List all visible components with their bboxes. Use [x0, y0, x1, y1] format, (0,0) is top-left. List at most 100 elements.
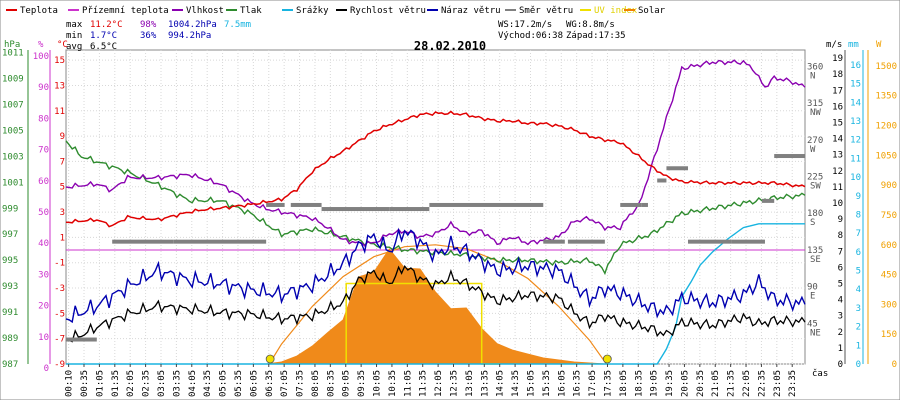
direction-letter: E — [810, 292, 815, 302]
celsius-tick: 9 — [60, 132, 65, 142]
legend-label: Přízemní teplota — [82, 6, 169, 16]
pct-tick: 10 — [38, 333, 49, 343]
time-tick: 18:05 — [619, 370, 629, 397]
stat-min-label: min — [66, 31, 82, 41]
stat-sunrise: Východ:06:38 — [498, 31, 563, 41]
time-tick: 07:35 — [296, 370, 306, 397]
direction-letter: NW — [810, 108, 821, 118]
time-tick: 15:35 — [542, 370, 552, 397]
wind-direction-mark — [290, 202, 322, 207]
pct-tick: 90 — [38, 83, 49, 93]
w-tick: 450 — [881, 271, 897, 281]
legend-label: Vlhkost — [186, 6, 224, 16]
celsius-tick: 1 — [60, 233, 65, 243]
hpa-tick: 1007 — [2, 100, 24, 110]
ms-tick: 11 — [832, 183, 843, 193]
pct-tick: 40 — [38, 239, 49, 249]
time-tick: 13:05 — [465, 370, 475, 397]
time-tick: 00:10 — [65, 370, 75, 397]
pct-tick: 60 — [38, 177, 49, 187]
celsius-tick: 13 — [54, 81, 65, 91]
time-tick: 12:35 — [450, 370, 460, 397]
mm-tick: 6 — [856, 248, 861, 258]
wind-direction-mark — [66, 337, 97, 342]
wind-direction-mark — [687, 239, 732, 244]
ms-tick: 10 — [832, 199, 843, 209]
time-tick: 12:05 — [434, 370, 444, 397]
stat-wg: WG:8.8m/s — [566, 20, 615, 30]
celsius-tick: -3 — [54, 284, 65, 294]
legend-label: Rychlost větru — [350, 6, 426, 16]
stat-sunset: Západ:17:35 — [566, 31, 626, 41]
mm-tick: 8 — [856, 210, 861, 220]
time-tick: 20:05 — [680, 370, 690, 397]
mm-tick: 0 — [856, 360, 861, 370]
ms-tick: 1 — [838, 344, 843, 354]
stat-max-press: 1004.2hPa — [168, 20, 217, 30]
mm-tick: 12 — [850, 136, 861, 146]
mm-tick: 10 — [850, 173, 861, 183]
celsius-tick: 7 — [60, 157, 65, 167]
pct-tick: 30 — [38, 270, 49, 280]
wind-direction-mark — [641, 202, 648, 207]
hpa-tick: 989 — [2, 334, 18, 344]
legend-label: Náraz větru — [441, 6, 501, 16]
wind-direction-mark — [620, 202, 642, 207]
hpa-tick: 1009 — [2, 75, 24, 85]
time-tick: 15:05 — [526, 370, 536, 397]
ms-tick: 13 — [832, 151, 843, 161]
legend: Teplota Přízemní teplota Vlhkost Tlak Srážky… — [6, 6, 666, 16]
pct-tick: 100 — [33, 52, 49, 62]
celsius-axis-label: °C — [57, 40, 68, 50]
time-tick: 01:05 — [95, 370, 105, 397]
time-tick: 18:35 — [634, 370, 644, 397]
stat-avg-label: avg — [66, 42, 82, 52]
w-tick: 150 — [881, 330, 897, 340]
ms-tick: 7 — [838, 247, 843, 257]
time-tick: 13:35 — [480, 370, 490, 397]
time-tick: 17:05 — [588, 370, 598, 397]
celsius-tick: 3 — [60, 208, 65, 218]
hpa-tick: 1011 — [2, 49, 24, 59]
time-tick: 08:05 — [311, 370, 321, 397]
direction-letter: S — [810, 218, 815, 228]
wind-direction-mark — [543, 239, 565, 244]
celsius-tick: 5 — [60, 183, 65, 193]
ms-tick: 18 — [832, 70, 843, 80]
wind-direction-mark — [112, 239, 174, 244]
pct-tick: 20 — [38, 302, 49, 312]
time-tick: 00:35 — [80, 370, 90, 397]
time-tick: 09:35 — [357, 370, 367, 397]
time-tick: 23:05 — [773, 370, 783, 397]
ms-tick: 19 — [832, 54, 843, 64]
mm-tick: 11 — [850, 154, 861, 164]
celsius-tick: 15 — [54, 56, 65, 66]
wind-direction-mark — [567, 239, 605, 244]
mm-tick: 7 — [856, 229, 861, 239]
time-tick: 02:05 — [126, 370, 136, 397]
ms-tick: 17 — [832, 86, 843, 96]
ms-tick: 0 — [838, 360, 843, 370]
celsius-tick: -9 — [54, 360, 65, 370]
w-tick: 750 — [881, 211, 897, 221]
mm-tick: 13 — [850, 117, 861, 127]
wind-speed-line — [65, 264, 806, 343]
hpa-tick: 987 — [2, 360, 18, 370]
w-tick: 1350 — [875, 92, 897, 102]
ms-tick: 3 — [838, 312, 843, 322]
time-tick: 04:35 — [203, 370, 213, 397]
direction-letter: N — [810, 71, 815, 81]
time-tick: 22:35 — [757, 370, 767, 397]
stat-min-press: 994.2hPa — [168, 31, 211, 41]
time-tick: 21:05 — [711, 370, 721, 397]
time-tick: 11:05 — [403, 370, 413, 397]
time-tick: 09:05 — [342, 370, 352, 397]
mm-tick: 16 — [850, 61, 861, 71]
wind-direction-mark — [173, 239, 267, 244]
mm-tick: 5 — [856, 267, 861, 277]
hpa-tick: 991 — [2, 308, 18, 318]
pct-tick: 0 — [44, 364, 49, 374]
ms-tick: 14 — [832, 135, 843, 145]
hpa-tick: 995 — [2, 256, 18, 266]
time-tick: 08:35 — [326, 370, 336, 397]
